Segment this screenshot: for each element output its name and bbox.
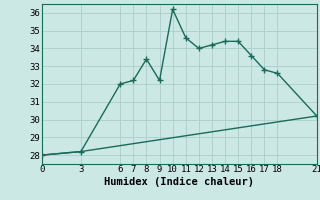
X-axis label: Humidex (Indice chaleur): Humidex (Indice chaleur) [104, 177, 254, 187]
